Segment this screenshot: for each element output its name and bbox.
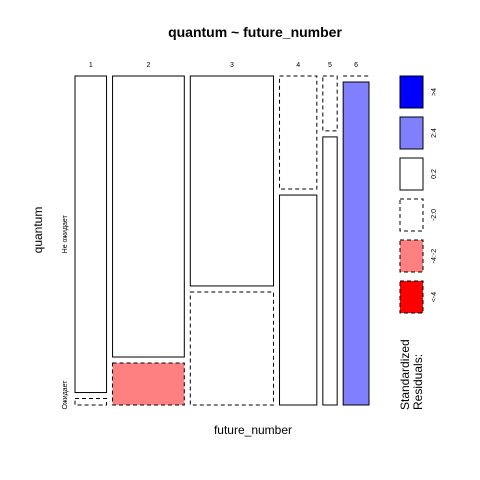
legend: >4 2:4 0:2 -2:0 -4:-2 <-4 Standardized Residual… <box>398 75 438 410</box>
legend-label: -4:-2 <box>431 249 438 264</box>
tile-4-ne-ozhidaet <box>279 75 318 190</box>
x-tick-label: 5 <box>328 62 332 69</box>
x-tick-label: 4 <box>296 62 300 69</box>
x-axis-label: future_number <box>214 423 292 437</box>
y-axis-label: quantum <box>31 207 45 254</box>
legend-swatch <box>399 116 424 150</box>
tile-3-ozhidaet <box>189 291 275 406</box>
y-tick-label: Не ожидает <box>62 214 69 253</box>
y-tick-label: Ожидает <box>62 380 69 410</box>
chart-title: quantum ~ future_number <box>168 24 342 40</box>
tile-6-ozhidaet <box>342 81 370 406</box>
legend-swatch <box>399 280 424 314</box>
mosaic-tiles <box>74 75 370 406</box>
x-tick-label: 3 <box>230 62 234 69</box>
legend-swatch <box>399 239 424 273</box>
legend-title-line2: Residuals: <box>411 354 425 410</box>
legend-swatch <box>399 198 424 232</box>
legend-swatch <box>399 75 424 109</box>
tile-5-ozhidaet <box>322 136 338 406</box>
tile-2-ne-ozhidaet <box>112 75 185 358</box>
x-tick-labels: 1 2 3 4 5 6 <box>89 62 358 69</box>
legend-label: >4 <box>431 88 438 96</box>
legend-label: 2:4 <box>431 128 438 138</box>
tile-4-ozhidaet <box>279 194 318 406</box>
y-tick-labels: Не ожидает Ожидает <box>62 214 69 409</box>
x-tick-label: 2 <box>146 62 150 69</box>
tile-5-ne-ozhidaet <box>322 75 338 132</box>
legend-label: -2:0 <box>431 209 438 221</box>
legend-swatch <box>399 157 424 191</box>
legend-label: <-4 <box>431 292 438 302</box>
tile-3-ne-ozhidaet <box>189 75 275 287</box>
legend-title-line1: Standardized <box>398 339 412 410</box>
tile-1-ozhidaet <box>74 398 108 406</box>
tile-1-ne-ozhidaet <box>74 75 108 394</box>
tile-2-ozhidaet <box>112 362 185 406</box>
legend-label: 0:2 <box>431 169 438 179</box>
x-tick-label: 6 <box>354 62 358 69</box>
x-tick-label: 1 <box>89 62 93 69</box>
